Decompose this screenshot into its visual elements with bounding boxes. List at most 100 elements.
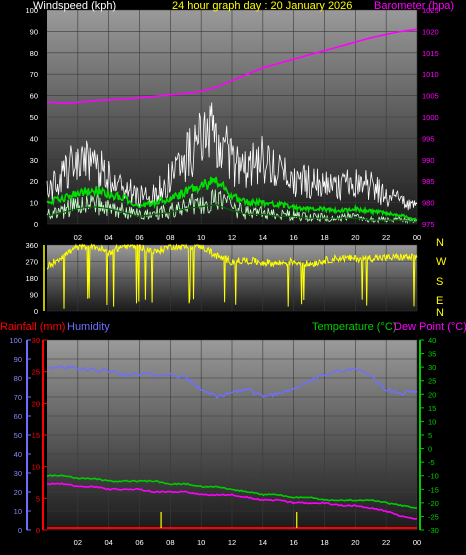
humidity-tick-label: 90 (14, 355, 22, 364)
x-tick-label: 10 (197, 538, 205, 547)
humidity-tick-label: 100 (9, 336, 22, 345)
barometer-tick-label: 975 (422, 220, 435, 229)
barometer-tick-label: 980 (422, 199, 435, 208)
temp-axis-title: Temperature (°C) (312, 321, 396, 333)
wind-tick-label: 100 (25, 6, 38, 15)
temperature-line (46, 474, 418, 509)
temp-tick-label: -20 (428, 499, 439, 508)
wind-tick-label: 90 (30, 27, 38, 36)
temp-x-ticks: 02 04 06 08 10 12 14 16 18 20 22 00 (74, 538, 422, 547)
temp-tick-label: -15 (428, 485, 439, 494)
rain-tick-label: 5 (36, 494, 40, 503)
barometer-tick-label: 1020 (422, 27, 439, 36)
x-tick-label: 00 (413, 233, 421, 242)
humidity-tick-label: 70 (14, 393, 22, 402)
wind-tick-label: 70 (30, 70, 38, 79)
temp-tick-label: 25 (428, 377, 436, 386)
x-tick-label: 02 (74, 538, 82, 547)
humidity-axis-title: Humidity (67, 321, 110, 333)
barometer-tick-label: 985 (422, 177, 435, 186)
direction-tick-label: 270 (25, 258, 38, 267)
dewpoint-axis-title: Dew Point (°C) (394, 321, 466, 333)
compass-letter: N (436, 237, 444, 249)
wind-tick-label: 50 (30, 113, 38, 122)
wind-tick-label: 40 (30, 134, 38, 143)
barometer-line (46, 28, 418, 105)
barometer-tick-label: 1000 (422, 113, 439, 122)
barometer-axis-title: Barometer (hpa) (374, 0, 454, 12)
direction-line (46, 243, 418, 309)
direction-axis-ticks: 0 90 180 270 360 (25, 241, 38, 316)
x-tick-label: 14 (259, 538, 267, 547)
rain-axis-title: Rainfall (mm) (0, 321, 65, 333)
humidity-tick-label: 80 (14, 374, 22, 383)
barometer-tick-label: 1025 (422, 6, 439, 15)
x-tick-label: 04 (104, 538, 112, 547)
wind-axis-ticks: 0 10 20 30 40 50 60 70 80 90 100 (25, 6, 38, 229)
x-tick-label: 10 (197, 233, 205, 242)
rain-tick-label: 15 (32, 431, 40, 440)
temp-tick-label: 10 (428, 417, 436, 426)
direction-tick-label: 90 (30, 291, 38, 300)
x-tick-label: 00 (413, 538, 421, 547)
x-tick-label: 20 (351, 233, 359, 242)
barometer-tick-label: 1015 (422, 49, 439, 58)
direction-tick-label: 360 (25, 241, 38, 250)
x-tick-label: 08 (166, 538, 174, 547)
x-tick-label: 06 (135, 538, 143, 547)
x-tick-label: 16 (289, 233, 297, 242)
wind-tick-label: 30 (30, 156, 38, 165)
compass-letter: S (436, 276, 443, 288)
temp-tick-label: -5 (428, 458, 435, 467)
wind-grid (47, 9, 418, 225)
barometer-tick-label: 990 (422, 156, 435, 165)
x-tick-label: 14 (259, 233, 267, 242)
barometer-tick-label: 995 (422, 134, 435, 143)
humidity-axis-ticks: 0 10 20 30 40 50 60 70 80 90 100 (9, 336, 31, 535)
wind-axis-title: Windspeed (kph) (33, 0, 116, 12)
humidity-tick-label: 40 (14, 450, 22, 459)
rain-tick-label: 30 (32, 336, 40, 345)
rain-tick-label: 25 (32, 368, 40, 377)
temp-series (46, 365, 418, 529)
rain-tick-label: 10 (32, 463, 40, 472)
x-tick-label: 06 (135, 233, 143, 242)
wind-tick-label: 60 (30, 92, 38, 101)
temp-tick-label: 35 (428, 350, 436, 359)
temp-tick-label: 0 (428, 445, 432, 454)
x-tick-label: 18 (320, 233, 328, 242)
wind-gust-line (46, 102, 418, 211)
humidity-tick-label: 30 (14, 469, 22, 478)
direction-series (46, 243, 418, 309)
temp-tick-label: 40 (428, 336, 436, 345)
x-tick-label: 20 (351, 538, 359, 547)
direction-tick-label: 0 (34, 307, 38, 316)
barometer-tick-label: 1010 (422, 70, 439, 79)
x-tick-label: 12 (228, 538, 236, 547)
rain-axis-ticks: 0 5 10 15 20 25 30 (32, 336, 47, 535)
temp-tick-label: 5 (428, 431, 432, 440)
wind-tick-label: 20 (30, 177, 38, 186)
temp-tick-label: 20 (428, 390, 436, 399)
wind-low-line (46, 188, 417, 225)
x-tick-label: 04 (104, 233, 112, 242)
humidity-tick-label: 10 (14, 507, 22, 516)
barometer-axis-ticks: 975 980 985 990 995 1000 1005 1010 1015 1020 1025 (422, 6, 439, 229)
wind-tick-label: 10 (30, 199, 38, 208)
graph-title: 24 hour graph day : 20 January 2026 (172, 0, 352, 12)
x-tick-label: 08 (166, 233, 174, 242)
compass-letter: N (436, 307, 444, 319)
wind-tick-label: 80 (30, 49, 38, 58)
x-tick-label: 12 (228, 233, 236, 242)
wind-average-line (46, 176, 418, 221)
rain-tick-label: 20 (32, 399, 40, 408)
humidity-tick-label: 60 (14, 412, 22, 421)
x-tick-label: 02 (74, 233, 82, 242)
x-tick-label: 22 (382, 233, 390, 242)
wind-low-avg-line (46, 204, 418, 223)
dewpoint-line (46, 482, 418, 520)
rain-tick-label: 0 (36, 526, 40, 535)
direction-tick-label: 180 (25, 274, 38, 283)
wind-x-ticks: 02 04 06 08 10 12 14 16 18 20 22 00 (74, 233, 422, 242)
